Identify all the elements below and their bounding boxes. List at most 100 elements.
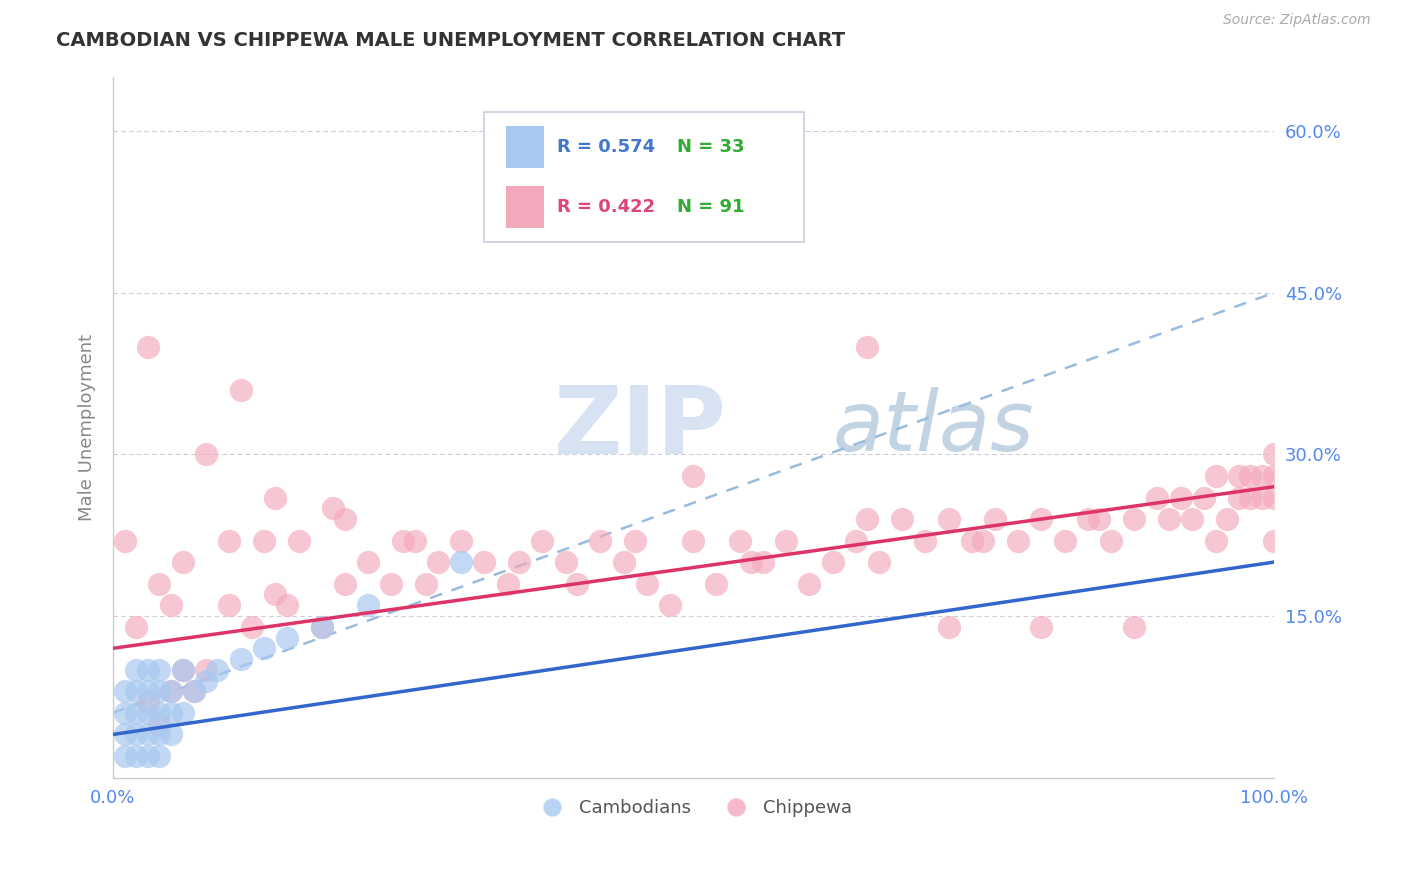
Point	[984, 512, 1007, 526]
Point	[1205, 469, 1227, 483]
Point	[125, 620, 148, 634]
Point	[531, 533, 554, 548]
Point	[311, 620, 333, 634]
Point	[218, 533, 240, 548]
Bar	[506, 186, 544, 228]
Point	[136, 727, 159, 741]
Point	[322, 501, 344, 516]
Point	[1227, 469, 1250, 483]
Point	[136, 749, 159, 764]
Point	[821, 555, 844, 569]
Point	[972, 533, 994, 548]
Point	[624, 533, 647, 548]
Point	[938, 620, 960, 634]
Point	[1251, 491, 1274, 505]
Point	[856, 512, 879, 526]
Point	[1123, 620, 1146, 634]
Text: ZIP: ZIP	[554, 382, 727, 474]
Point	[415, 576, 437, 591]
Point	[207, 663, 229, 677]
Point	[218, 599, 240, 613]
Text: CAMBODIAN VS CHIPPEWA MALE UNEMPLOYMENT CORRELATION CHART: CAMBODIAN VS CHIPPEWA MALE UNEMPLOYMENT …	[56, 31, 845, 50]
Point	[276, 631, 298, 645]
Point	[172, 706, 194, 720]
Point	[775, 533, 797, 548]
Point	[1263, 469, 1285, 483]
Point	[114, 749, 136, 764]
Point	[938, 512, 960, 526]
Point	[496, 576, 519, 591]
Text: N = 91: N = 91	[678, 198, 745, 216]
Point	[148, 576, 170, 591]
Point	[172, 663, 194, 677]
Point	[264, 491, 287, 505]
Point	[229, 652, 252, 666]
Point	[183, 684, 205, 698]
Point	[160, 727, 183, 741]
Point	[1146, 491, 1168, 505]
Point	[114, 533, 136, 548]
Point	[426, 555, 449, 569]
Point	[799, 576, 821, 591]
Point	[148, 684, 170, 698]
Point	[333, 512, 356, 526]
Point	[554, 555, 576, 569]
Point	[160, 599, 183, 613]
Point	[845, 533, 868, 548]
FancyBboxPatch shape	[484, 112, 803, 242]
Point	[1159, 512, 1181, 526]
Point	[589, 533, 612, 548]
Point	[1205, 533, 1227, 548]
Point	[1007, 533, 1029, 548]
Point	[659, 599, 682, 613]
Point	[1123, 512, 1146, 526]
Point	[125, 706, 148, 720]
Point	[1053, 533, 1076, 548]
Point	[276, 599, 298, 613]
Point	[148, 706, 170, 720]
Point	[508, 555, 530, 569]
Point	[404, 533, 426, 548]
Point	[160, 706, 183, 720]
Point	[682, 533, 704, 548]
Point	[253, 533, 276, 548]
Point	[357, 599, 380, 613]
Point	[136, 695, 159, 709]
Point	[148, 749, 170, 764]
Point	[172, 555, 194, 569]
Point	[172, 663, 194, 677]
Text: R = 0.574: R = 0.574	[557, 138, 655, 156]
Point	[1239, 469, 1261, 483]
Point	[472, 555, 495, 569]
Point	[333, 576, 356, 591]
Point	[125, 727, 148, 741]
Point	[160, 684, 183, 698]
Point	[148, 716, 170, 731]
Point	[682, 469, 704, 483]
Point	[125, 663, 148, 677]
Point	[311, 620, 333, 634]
Point	[1192, 491, 1215, 505]
Point	[891, 512, 914, 526]
Point	[706, 576, 728, 591]
Point	[1099, 533, 1122, 548]
Point	[1170, 491, 1192, 505]
Point	[450, 533, 472, 548]
Point	[1263, 533, 1285, 548]
Point	[357, 555, 380, 569]
Point	[148, 663, 170, 677]
Point	[125, 684, 148, 698]
Point	[125, 749, 148, 764]
Point	[1216, 512, 1239, 526]
Point	[1031, 620, 1053, 634]
Point	[264, 587, 287, 601]
Point	[1263, 491, 1285, 505]
Point	[613, 555, 636, 569]
Text: N = 33: N = 33	[678, 138, 745, 156]
Point	[450, 555, 472, 569]
Point	[392, 533, 415, 548]
Point	[856, 340, 879, 354]
Point	[728, 533, 751, 548]
Point	[194, 447, 217, 461]
Point	[240, 620, 263, 634]
